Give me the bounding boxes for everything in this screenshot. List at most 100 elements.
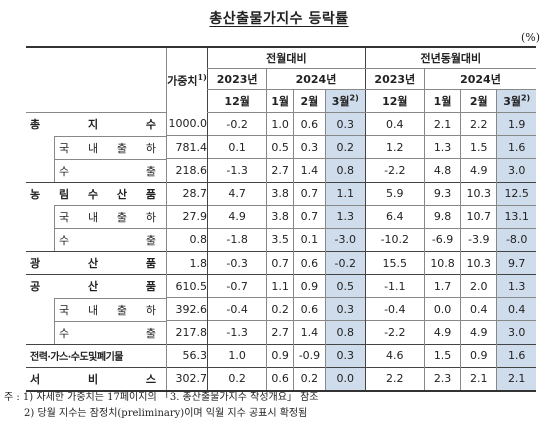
header-mom: 전월대비 xyxy=(207,47,366,69)
row-label-char: 출 xyxy=(116,141,128,155)
yoy-cell: -2.2 xyxy=(364,320,425,344)
mom-cell: 1.3 xyxy=(324,204,366,228)
yoy-cell: 4.9 xyxy=(460,320,497,344)
yoy-cell: 15.5 xyxy=(364,251,425,275)
table-row: 총 지 수 1000.0 -0.2 1.0 0.6 0.3 0.4 2.1 2.2 1.9 xyxy=(26,112,536,136)
yoy-cell: 1.6 xyxy=(496,343,536,367)
row-label-char: 비 xyxy=(87,372,99,386)
mom-cell: 0.1 xyxy=(292,227,326,252)
yoy-cell: 1.5 xyxy=(423,343,461,367)
row-label-char: 광 xyxy=(30,257,41,270)
mom-cell: 3.8 xyxy=(266,181,294,205)
row-label-char: 수 xyxy=(59,326,70,340)
mom-cell: 1.0 xyxy=(266,112,294,136)
yoy-cell: -3.9 xyxy=(460,227,497,252)
mom-cell: 0.7 xyxy=(292,181,326,205)
index-change-table: 가중치1) 전월대비 전년동월대비 2023년 2024년 2023년 2024… xyxy=(26,46,536,392)
row-label-char: 수 xyxy=(87,187,99,201)
weight-cell: 218.6 xyxy=(166,158,208,182)
mom-cell: -0.2 xyxy=(206,112,267,136)
yoy-cell: 2.2 xyxy=(460,112,497,136)
yoy-cell: -2.2 xyxy=(364,158,425,182)
mom-cell: 0.9 xyxy=(292,274,326,298)
row-label-char: 산 xyxy=(116,187,128,201)
yoy-cell: 0.4 xyxy=(364,112,425,136)
yoy-cell: 6.4 xyxy=(364,204,425,228)
row-label-char: 하 xyxy=(145,211,156,224)
mom-cell: 1.0 xyxy=(206,343,267,367)
mom-cell: 0.6 xyxy=(266,366,294,391)
mom-cell: 0.2 xyxy=(266,297,294,321)
yoy-cell: -0.4 xyxy=(364,297,425,321)
yoy-cell: 4.8 xyxy=(423,158,461,182)
yoy-cell: 2.1 xyxy=(496,366,536,391)
table-row: 공 산 품 610.5 -0.7 1.1 0.9 0.5 -1.1 1.7 2.0 1.3 xyxy=(26,274,536,298)
header-yoy-dec: 12월 xyxy=(364,89,425,113)
row-label-char: 스 xyxy=(145,372,156,386)
weight-cell: 56.3 xyxy=(166,343,208,367)
row-label-char: 림 xyxy=(58,187,70,201)
yoy-cell: 12.5 xyxy=(496,181,536,205)
yoy-cell: 4.9 xyxy=(423,320,461,344)
mom-cell: 0.9 xyxy=(266,343,294,367)
yoy-cell: 4.9 xyxy=(460,158,497,182)
yoy-cell: 0.4 xyxy=(496,297,536,321)
table-row: 수 출 217.8 -1.3 2.7 1.4 0.8 -2.2 4.9 4.9 3.0 xyxy=(26,320,536,344)
mom-cell: 0.3 xyxy=(292,135,326,159)
mom-cell: 1.4 xyxy=(292,158,326,182)
yoy-cell: 3.0 xyxy=(496,320,536,344)
mom-cell: 4.9 xyxy=(206,204,267,228)
weight-cell: 28.7 xyxy=(166,181,208,205)
row-label-char: 공 xyxy=(30,280,41,294)
yoy-cell: 0.0 xyxy=(423,297,461,321)
weight-cell: 1000.0 xyxy=(166,112,208,136)
yoy-cell: 2.2 xyxy=(364,366,425,391)
row-label-char: 출 xyxy=(116,211,128,224)
mom-cell: -0.4 xyxy=(206,297,267,321)
mom-cell: 0.3 xyxy=(324,297,366,321)
header-yoy-feb: 2월 xyxy=(460,89,497,113)
mom-cell: 2.7 xyxy=(266,320,294,344)
mom-cell: -1.3 xyxy=(206,158,267,182)
header-yoy-2024: 2024년 xyxy=(423,68,536,90)
row-label-char: 하 xyxy=(145,303,156,317)
mom-cell: 0.6 xyxy=(292,297,326,321)
mom-cell: 1.1 xyxy=(266,274,294,298)
weight-cell: 610.5 xyxy=(166,274,208,298)
mom-cell: 0.2 xyxy=(292,366,326,391)
mom-cell: 1.4 xyxy=(292,320,326,344)
yoy-cell: 1.6 xyxy=(496,135,536,159)
mom-cell: 0.7 xyxy=(266,251,294,275)
row-label-char: 내 xyxy=(87,211,99,224)
yoy-cell: 2.1 xyxy=(460,366,497,391)
weight-cell: 302.7 xyxy=(166,366,208,391)
yoy-cell: 10.8 xyxy=(423,251,461,275)
yoy-cell: 1.9 xyxy=(496,112,536,136)
yoy-cell: 0.9 xyxy=(460,343,497,367)
yoy-cell: -10.2 xyxy=(364,227,425,252)
row-label-char: 국 xyxy=(59,211,70,224)
table-row: 광 산 품 1.8 -0.3 0.7 0.6 -0.2 15.5 10.8 10.3 9.7 xyxy=(26,251,536,275)
row-label-char: 농 xyxy=(30,187,41,201)
mom-cell: 4.7 xyxy=(206,181,267,205)
yoy-cell: 2.1 xyxy=(423,112,461,136)
yoy-cell: -1.1 xyxy=(364,274,425,298)
mom-cell: 0.5 xyxy=(266,135,294,159)
mom-cell: 0.6 xyxy=(292,251,326,275)
mom-cell: 0.3 xyxy=(324,112,366,136)
table-row: 전력·가스·수도및폐기물 56.3 1.0 0.9 -0.9 0.3 4.6 1.5 0.9 1.… xyxy=(26,343,536,367)
table-row: 농 림 수 산 품 28.7 4.7 3.8 0.7 1.1 5.9 9.3 10.3 12.5 xyxy=(26,181,536,205)
mom-cell: 0.7 xyxy=(292,204,326,228)
yoy-cell: 1.3 xyxy=(496,274,536,298)
mom-cell: 3.5 xyxy=(266,227,294,252)
row-label-char: 출 xyxy=(145,234,156,247)
row-label-char: 수 xyxy=(59,234,70,247)
row-label-char: 하 xyxy=(145,141,156,155)
